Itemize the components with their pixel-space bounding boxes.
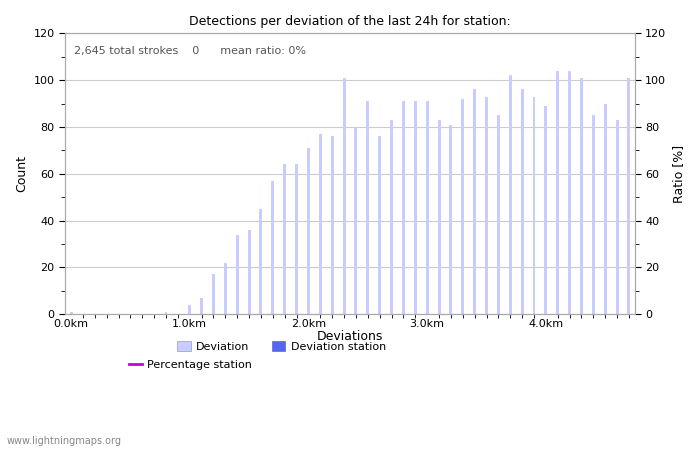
Bar	[212, 274, 215, 314]
Legend: Percentage station: Percentage station	[124, 355, 257, 374]
Bar	[69, 312, 73, 314]
Bar	[354, 127, 358, 314]
Bar	[248, 230, 251, 314]
Bar	[603, 104, 607, 314]
Bar	[188, 305, 191, 314]
Bar	[473, 90, 476, 314]
Bar	[580, 78, 583, 314]
Bar	[260, 209, 262, 314]
Title: Detections per deviation of the last 24h for station:: Detections per deviation of the last 24h…	[189, 15, 511, 28]
Bar	[295, 164, 298, 314]
Bar	[533, 96, 536, 314]
Bar	[402, 101, 405, 314]
Bar	[342, 78, 346, 314]
Bar	[461, 99, 464, 314]
Bar	[307, 148, 310, 314]
Bar	[426, 101, 428, 314]
Bar	[545, 106, 547, 314]
Bar	[497, 115, 500, 314]
Bar	[556, 71, 559, 314]
Bar	[236, 234, 239, 314]
X-axis label: Deviations: Deviations	[317, 330, 383, 343]
Bar	[414, 101, 416, 314]
Bar	[390, 120, 393, 314]
Y-axis label: Ratio [%]: Ratio [%]	[672, 144, 685, 203]
Bar	[272, 181, 274, 314]
Bar	[438, 120, 440, 314]
Bar	[485, 96, 488, 314]
Bar	[568, 71, 571, 314]
Bar	[615, 120, 619, 314]
Y-axis label: Count: Count	[15, 155, 28, 192]
Bar	[200, 298, 203, 314]
Bar	[224, 263, 227, 314]
Bar	[592, 115, 595, 314]
Text: www.lightningmaps.org: www.lightningmaps.org	[7, 436, 122, 446]
Bar	[449, 125, 452, 314]
Bar	[330, 136, 334, 314]
Bar	[318, 134, 322, 314]
Bar	[164, 312, 167, 314]
Text: 2,645 total strokes    0      mean ratio: 0%: 2,645 total strokes 0 mean ratio: 0%	[74, 46, 306, 56]
Bar	[521, 90, 524, 314]
Bar	[509, 76, 512, 314]
Bar	[627, 78, 631, 314]
Bar	[366, 101, 370, 314]
Bar	[378, 136, 382, 314]
Bar	[284, 164, 286, 314]
